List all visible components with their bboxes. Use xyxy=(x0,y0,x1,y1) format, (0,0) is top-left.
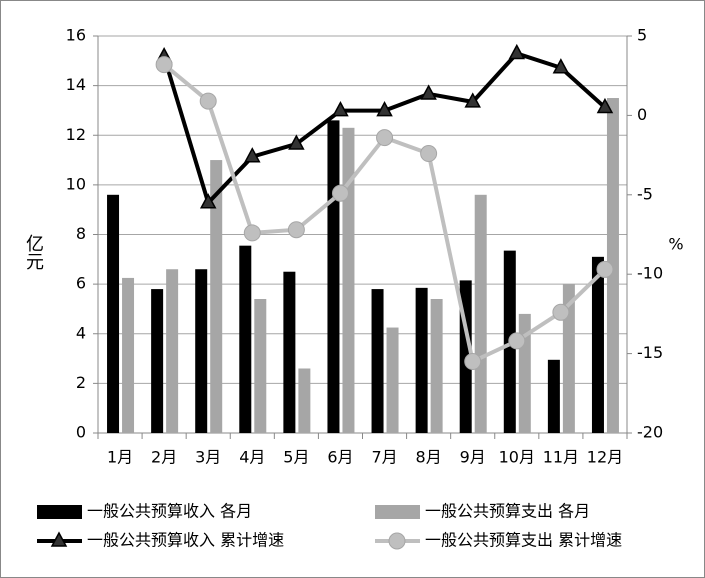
line-marker xyxy=(244,147,261,163)
y2-tick-label: -15 xyxy=(637,343,663,362)
y2-tick-label: 0 xyxy=(637,105,647,124)
y-axis-label: 亿元 xyxy=(23,234,44,270)
bar xyxy=(327,120,340,434)
y-tick-label: 14 xyxy=(66,75,86,94)
bar xyxy=(342,127,355,434)
y2-tick-label: 5 xyxy=(637,26,647,45)
x-tick-label: 10月 xyxy=(499,448,535,467)
x-tick-label: 2月 xyxy=(151,448,177,467)
bar xyxy=(415,287,428,433)
bar xyxy=(298,368,311,433)
y-tick-label: 2 xyxy=(76,373,86,392)
line-marker xyxy=(199,193,217,209)
line-marker xyxy=(464,92,481,108)
bar xyxy=(151,289,164,433)
x-tick-label: 5月 xyxy=(283,448,309,467)
y-tick-label: 10 xyxy=(66,174,86,193)
line-marker xyxy=(376,101,393,117)
legend-swatch xyxy=(37,505,82,519)
bar xyxy=(591,256,604,433)
x-tick-label: 11月 xyxy=(543,448,579,467)
bar xyxy=(239,245,252,433)
x-tick-label: 8月 xyxy=(416,448,442,467)
bar xyxy=(371,289,384,433)
line-marker xyxy=(287,221,305,239)
y-tick-label: 4 xyxy=(76,323,86,342)
bar xyxy=(430,299,443,433)
line-marker xyxy=(243,224,261,242)
line-marker xyxy=(508,332,526,350)
bar xyxy=(195,269,208,433)
x-tick-label: 3月 xyxy=(195,448,221,467)
bar xyxy=(283,271,296,433)
x-tick-label: 7月 xyxy=(371,448,397,467)
bar xyxy=(210,160,223,433)
y-tick-label: 0 xyxy=(76,423,86,442)
bar xyxy=(547,359,560,433)
y2-tick-label: -20 xyxy=(637,423,663,442)
legend-label: 一般公共预算支出 各月 xyxy=(425,502,590,521)
bar xyxy=(254,299,267,433)
bar xyxy=(122,277,135,433)
line-marker xyxy=(552,58,570,74)
line-marker xyxy=(552,303,570,321)
line-marker xyxy=(332,101,349,117)
legend-marker xyxy=(50,531,68,547)
line-marker xyxy=(464,353,482,371)
y2-tick-label: -10 xyxy=(637,264,663,283)
bar xyxy=(606,98,619,433)
line-marker xyxy=(331,184,349,202)
legend-label: 一般公共预算支出 累计增速 xyxy=(425,531,622,550)
x-tick-label: 9月 xyxy=(460,448,486,467)
y-tick-label: 6 xyxy=(76,274,86,293)
line-marker xyxy=(420,84,437,100)
line-marker xyxy=(376,129,394,147)
y-tick-label: 16 xyxy=(66,26,86,45)
y2-axis-label: % xyxy=(668,235,683,254)
bar xyxy=(562,284,575,433)
bar xyxy=(386,327,399,433)
bar xyxy=(107,194,120,433)
x-tick-label: 1月 xyxy=(107,448,133,467)
line-marker xyxy=(596,260,614,278)
line-marker xyxy=(288,134,305,150)
legend-marker xyxy=(388,532,406,550)
line-marker xyxy=(155,56,173,74)
y2-tick-label: -5 xyxy=(637,184,653,203)
line-marker xyxy=(508,43,526,60)
legend-label: 一般公共预算收入 各月 xyxy=(87,502,252,521)
legend-swatch xyxy=(375,505,420,519)
line-marker xyxy=(420,145,438,163)
y-tick-label: 8 xyxy=(76,224,86,243)
line-marker xyxy=(596,97,614,114)
bar xyxy=(166,269,179,433)
x-tick-label: 12月 xyxy=(587,448,623,467)
legend-label: 一般公共预算收入 累计增速 xyxy=(87,531,284,550)
y-tick-label: 12 xyxy=(66,125,86,144)
line-marker xyxy=(199,92,217,110)
x-tick-label: 6月 xyxy=(327,448,353,467)
x-tick-label: 4月 xyxy=(239,448,265,467)
bar xyxy=(474,194,487,433)
